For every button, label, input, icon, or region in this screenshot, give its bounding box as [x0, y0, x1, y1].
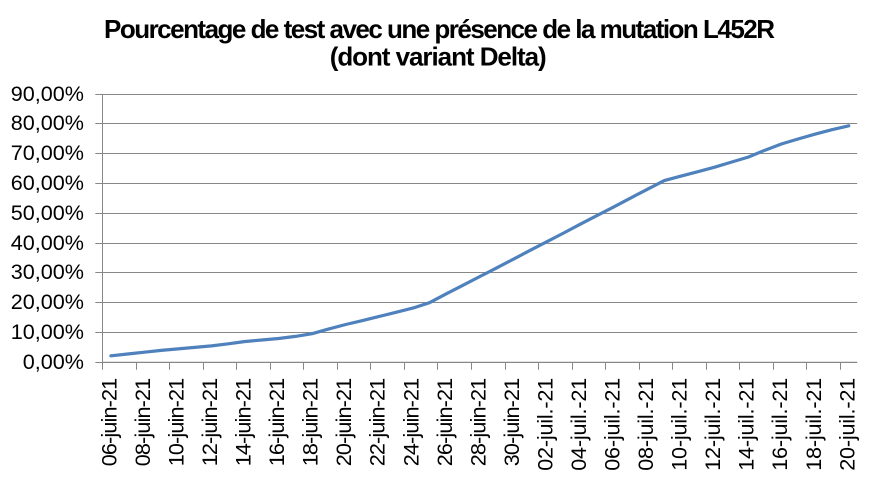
svg-text:18-juil.-21: 18-juil.-21	[801, 378, 826, 471]
svg-text:60,00%: 60,00%	[11, 170, 84, 195]
svg-text:30-juin-21: 30-juin-21	[499, 378, 524, 467]
svg-text:90,00%: 90,00%	[11, 81, 84, 106]
svg-text:10-juin-21: 10-juin-21	[163, 378, 188, 467]
svg-text:40,00%: 40,00%	[11, 230, 84, 255]
svg-text:20-juil.-21: 20-juil.-21	[834, 378, 859, 471]
svg-text:18-juin-21: 18-juin-21	[298, 378, 323, 467]
svg-text:20,00%: 20,00%	[11, 289, 84, 314]
svg-text:70,00%: 70,00%	[11, 140, 84, 165]
svg-text:22-juin-21: 22-juin-21	[365, 378, 390, 467]
svg-text:16-juil.-21: 16-juil.-21	[767, 378, 792, 471]
svg-text:12-juil.-21: 12-juil.-21	[700, 378, 725, 471]
svg-text:06-juin-21: 06-juin-21	[96, 378, 121, 467]
svg-text:28-juin-21: 28-juin-21	[465, 378, 490, 467]
svg-text:14-juil.-21: 14-juil.-21	[734, 378, 759, 471]
svg-text:06-juil.-21: 06-juil.-21	[600, 378, 625, 471]
svg-text:10,00%: 10,00%	[11, 319, 84, 344]
svg-text:26-juin-21: 26-juin-21	[432, 378, 457, 467]
svg-text:80,00%: 80,00%	[11, 110, 84, 135]
svg-text:14-juin-21: 14-juin-21	[231, 378, 256, 467]
svg-text:10-juil.-21: 10-juil.-21	[667, 378, 692, 471]
svg-text:20-juin-21: 20-juin-21	[331, 378, 356, 467]
svg-text:30,00%: 30,00%	[11, 259, 84, 284]
svg-text:02-juil.-21: 02-juil.-21	[532, 378, 557, 471]
svg-text:04-juil.-21: 04-juil.-21	[566, 378, 591, 471]
svg-text:08-juin-21: 08-juin-21	[130, 378, 155, 467]
svg-text:12-juin-21: 12-juin-21	[197, 378, 222, 467]
svg-text:(dont variant Delta): (dont variant Delta)	[330, 42, 547, 72]
svg-text:0,00%: 0,00%	[23, 349, 84, 374]
svg-text:08-juil.-21: 08-juil.-21	[633, 378, 658, 471]
svg-text:50,00%: 50,00%	[11, 200, 84, 225]
svg-text:16-juin-21: 16-juin-21	[264, 378, 289, 467]
svg-text:24-juin-21: 24-juin-21	[398, 378, 423, 467]
svg-text:Pourcentage de test avec une p: Pourcentage de test avec une présence de…	[104, 14, 775, 44]
